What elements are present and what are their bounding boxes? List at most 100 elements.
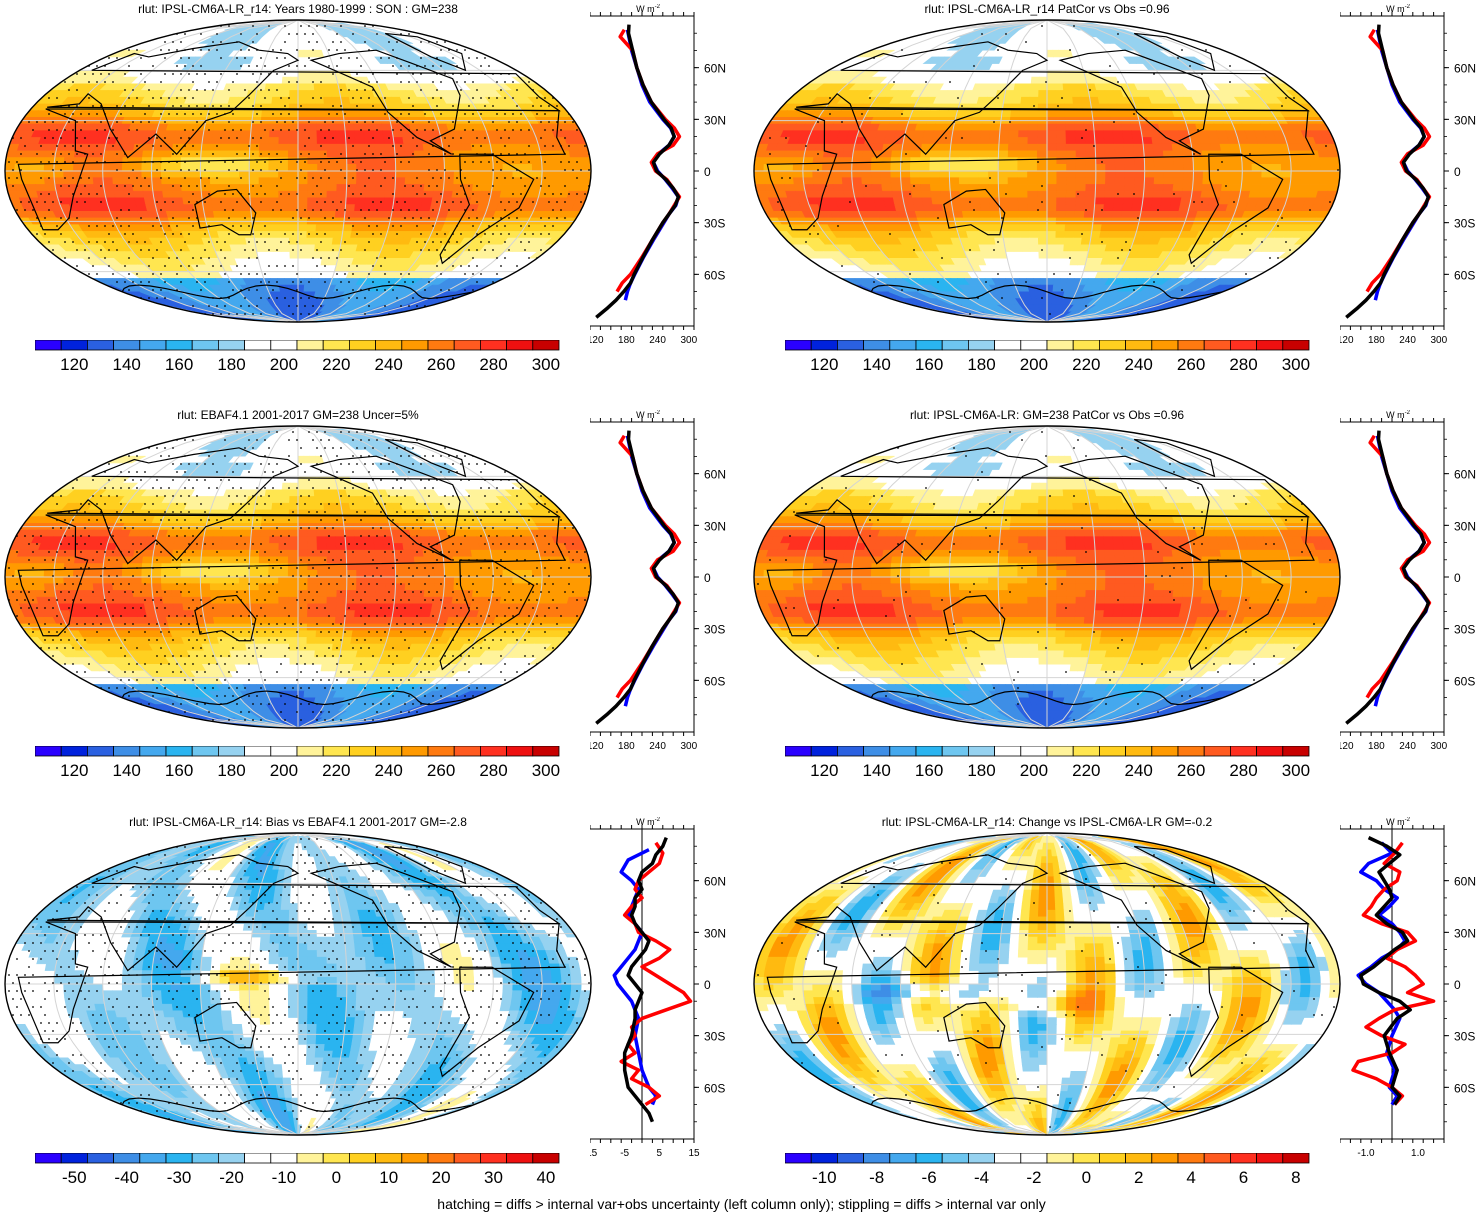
panel-3-colorbar-tick-label: 240 — [375, 761, 403, 780]
panel-1-zonal-series-line — [595, 24, 681, 319]
panel-2-colorbar-box — [889, 340, 917, 351]
panel-3-colorbar-box — [322, 746, 350, 757]
panel-6-zonal-series-line — [1359, 836, 1412, 1106]
panel-1-zonal-x-tick-label: 240 — [649, 335, 666, 346]
panel-4-colorbar-box — [1203, 746, 1231, 757]
panel-6-colorbar-box — [915, 1153, 943, 1164]
panel-5-colorbar-tick-label: -30 — [167, 1168, 192, 1187]
panel-2-colorbar-tick-label: 260 — [1177, 355, 1205, 374]
panel-6-colorbar-box — [967, 1153, 995, 1164]
panel-5-zonal-x-tick-label: -15 — [590, 1148, 598, 1159]
panel-6-colorbar-box — [837, 1153, 865, 1164]
panel-3-colorbar-box — [506, 746, 534, 757]
panel-1-colorbar-box — [87, 340, 115, 351]
panel-2-colorbar-box — [1046, 340, 1074, 351]
panel-2-colorbar-box — [1229, 340, 1257, 351]
panel-5-zonal-lat-tick-label: 0 — [704, 978, 711, 992]
panel-5-zonal-lat-tick-label: 30S — [704, 1030, 725, 1044]
panel-3-zonal-x-tick-label: 180 — [618, 741, 635, 752]
panel-1-colorbar-box — [479, 340, 507, 351]
panel-4-colorbar-box — [967, 746, 995, 757]
panel-5-colorbar-tick-label: 0 — [332, 1168, 341, 1187]
panel-3-zonal-x-tick-label: 240 — [649, 741, 666, 752]
panel-6-colorbar-box — [1229, 1153, 1257, 1164]
panel-5-colorbar-box — [506, 1153, 534, 1164]
panel-2-colorbar: 120140160180200220240260280300320 — [785, 340, 1310, 374]
panel-1-colorbar-tick-label: 300 — [532, 355, 560, 374]
panel-3-zonal-lat-tick-label: 30N — [704, 519, 726, 533]
panel-4-colorbar-tick-label: 240 — [1125, 761, 1153, 780]
panel-6-colorbar-box — [1046, 1153, 1074, 1164]
panel-1-title: rlut: IPSL-CM6A-LR_r14: Years 1980-1999 … — [138, 2, 458, 16]
panel-6-colorbar-tick-label: 0 — [1082, 1168, 1091, 1187]
panel-2-zonal-mean-plot: W m-2 60N 30N 0 30S 60S 120 180 240 300 — [1340, 4, 1476, 346]
panel-6-colorbar-box — [1256, 1153, 1284, 1164]
panel-3-colorbar-box — [296, 746, 324, 757]
panel-2-colorbar-box — [785, 340, 812, 351]
panel-1-colorbar-tick-label: 220 — [322, 355, 350, 374]
panel-5-colorbar-box — [165, 1153, 193, 1164]
panel-4-colorbar-tick-label: 140 — [863, 761, 891, 780]
panel-3-colorbar-box — [217, 746, 245, 757]
panel-6-colorbar-tick-label: -4 — [974, 1168, 989, 1187]
panel-5-map — [4, 832, 592, 1136]
panel-2-zonal-lat-tick-label: 60N — [1454, 62, 1476, 76]
panel-4-colorbar-box — [915, 746, 943, 757]
panel-1-colorbar-tick-label: 280 — [479, 355, 507, 374]
panel-4-colorbar-tick-label: 280 — [1229, 761, 1257, 780]
panel-4-zonal-lat-tick-label: 60N — [1454, 468, 1476, 482]
panel-3-colorbar-box — [427, 746, 455, 757]
panel-4-zonal-lat-tick-label: 60S — [1454, 674, 1475, 688]
panel-4-zonal-lat-tick-label: 0 — [1454, 571, 1461, 585]
panel-6-zonal-mean-plot: W m-2 60N 30N 0 30S 60S -1.0 1.0 — [1340, 817, 1476, 1159]
panel-6-colorbar-box — [1151, 1153, 1179, 1164]
panel-5-colorbar-box — [217, 1153, 245, 1164]
panel-3-colorbar-tick-label: 140 — [113, 761, 141, 780]
panel-1-colorbar: 120140160180200220240260280300320 — [35, 340, 560, 374]
panel-1-colorbar-box — [401, 340, 429, 351]
panel-6-colorbar-tick-label: -2 — [1026, 1168, 1041, 1187]
panel-1-colorbar-box — [165, 340, 193, 351]
panel-5-zonal-series-line — [622, 836, 668, 1123]
panel-4-colorbar-box — [1229, 746, 1257, 757]
panel-5-colorbar-box — [401, 1153, 429, 1164]
panel-4-colorbar-box — [994, 746, 1022, 757]
panel-3-colorbar-box — [87, 746, 115, 757]
panel-2-colorbar-box — [1203, 340, 1231, 351]
panel-6-zonal-series-line — [1351, 841, 1436, 1106]
panel-1-colorbar-box — [60, 340, 88, 351]
panel-6-zonal-lat-tick-label: 30N — [1454, 926, 1476, 940]
panel-3-colorbar-box — [244, 746, 272, 757]
panel-6-colorbar-box — [994, 1153, 1022, 1164]
panel-3-colorbar: 120140160180200220240260280300320 — [35, 746, 560, 780]
panel-4-zonal-x-tick-label: 180 — [1368, 741, 1385, 752]
panel-1-colorbar-tick-label: 200 — [270, 355, 298, 374]
panel-3-colorbar-box — [191, 746, 219, 757]
panel-5-colorbar-tick-label: 20 — [432, 1168, 451, 1187]
panel-5-title: rlut: IPSL-CM6A-LR_r14: Bias vs EBAF4.1 … — [129, 815, 467, 829]
panel-4-colorbar-box — [1072, 746, 1100, 757]
panel-4-colorbar-box — [1151, 746, 1179, 757]
panel-2-zonal-lat-tick-label: 60S — [1454, 268, 1475, 282]
panel-2-colorbar-box — [1256, 340, 1284, 351]
panel-1-colorbar-box — [322, 340, 350, 351]
panel-4-colorbar-tick-label: 180 — [967, 761, 995, 780]
panel-4-zonal-x-tick-label: 300 — [1430, 741, 1447, 752]
panel-5-colorbar-box — [348, 1153, 376, 1164]
panel-2-colorbar-tick-label: 280 — [1229, 355, 1257, 374]
panel-3-zonal-lat-tick-label: 0 — [704, 571, 711, 585]
panel-2-zonal-x-tick-label: 120 — [1340, 335, 1354, 346]
panel-3-colorbar-tick-label: 180 — [217, 761, 245, 780]
panel-3-colorbar-box — [60, 746, 88, 757]
panel-4-colorbar-tick-label: 260 — [1177, 761, 1205, 780]
panel-6-colorbar-tick-label: -10 — [812, 1168, 837, 1187]
panel-4-colorbar-box — [810, 746, 838, 757]
panel-1-colorbar-tick-label: 180 — [217, 355, 245, 374]
panel-3-colorbar-box — [348, 746, 376, 757]
panel-1-colorbar-box — [113, 340, 141, 351]
panel-2-zonal-series-line — [1345, 24, 1431, 319]
panel-3-colorbar-box — [35, 746, 62, 757]
panel-1-colorbar-box — [244, 340, 272, 351]
panel-4-colorbar-box — [863, 746, 891, 757]
panel-3-colorbar-box — [401, 746, 429, 757]
